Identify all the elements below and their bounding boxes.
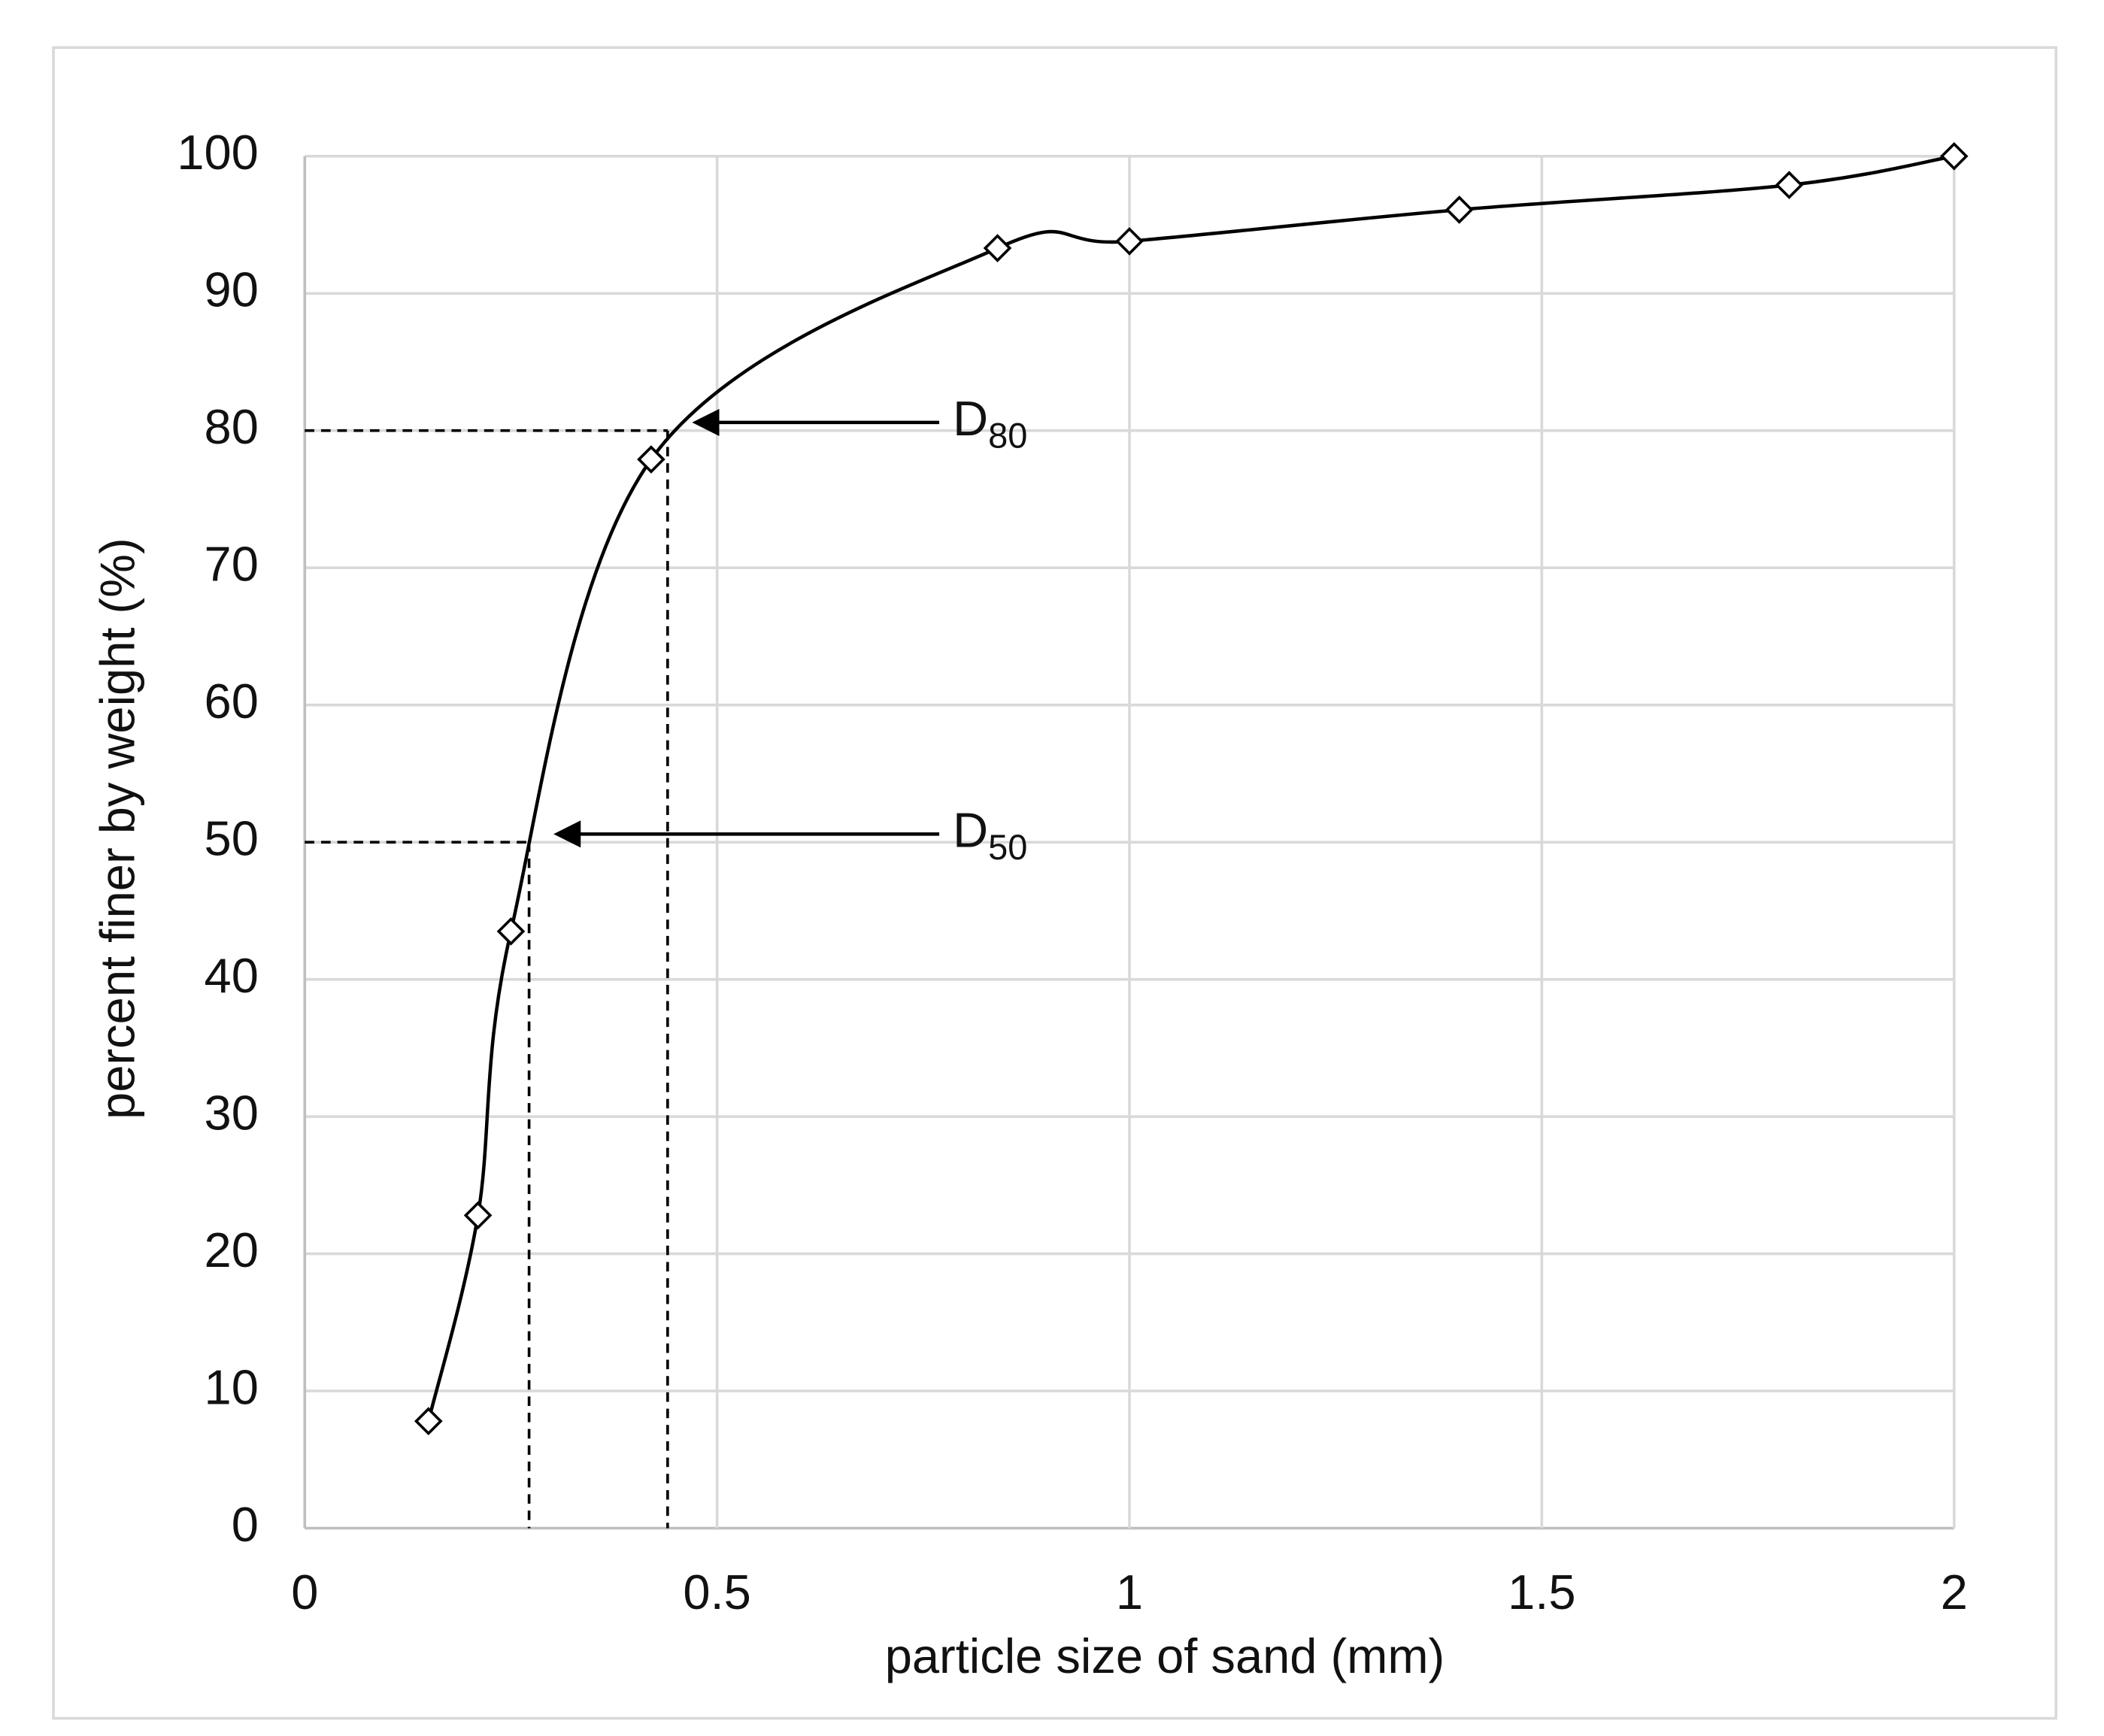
x-tick-label: 0 — [291, 1565, 318, 1619]
x-tick-label: 0.5 — [683, 1565, 750, 1619]
y-tick-label: 50 — [205, 810, 259, 865]
annotation-subscript: 50 — [988, 827, 1027, 867]
x-tick-label: 1.5 — [1508, 1565, 1575, 1619]
y-tick-label: 70 — [205, 536, 259, 591]
annotation-label: D50 — [953, 803, 1027, 868]
y-tick-label: 80 — [205, 399, 259, 454]
y-tick-label: 60 — [205, 674, 259, 729]
annotation-subscript: 80 — [988, 416, 1027, 456]
data-marker — [1939, 141, 1969, 171]
annotation-letter: D — [953, 803, 988, 858]
y-tick-label: 20 — [205, 1222, 259, 1277]
x-tick-label: 2 — [1941, 1565, 1968, 1619]
y-tick-label: 90 — [205, 262, 259, 317]
data-marker — [496, 916, 526, 946]
x-axis-title: particle size of sand (mm) — [885, 1628, 1445, 1683]
data-marker — [414, 1407, 443, 1436]
data-marker — [1775, 171, 1804, 199]
data-marker — [463, 1201, 493, 1230]
arrow-head — [553, 820, 581, 848]
y-tick-label: 10 — [205, 1359, 259, 1414]
data-marker — [1115, 227, 1144, 256]
y-axis-title: percent finer by weight (%) — [90, 538, 145, 1119]
x-tick-label: 1 — [1116, 1565, 1143, 1619]
data-marker — [983, 234, 1012, 262]
y-tick-label: 100 — [177, 125, 259, 180]
arrow-head — [692, 408, 720, 436]
chart-frame — [52, 46, 2057, 1720]
annotation-letter: D — [953, 391, 988, 446]
annotation-label: D80 — [953, 391, 1027, 456]
y-tick-label: 30 — [205, 1085, 259, 1140]
grid: 0 10 20 30 40 50 60 70 80 90 100 0 0.5 1 1.5 2 — [177, 125, 1967, 1619]
y-tick-label: 40 — [205, 948, 259, 1003]
data-line — [426, 154, 1955, 1422]
data-marker — [1445, 195, 1474, 224]
data-marker — [637, 445, 665, 474]
y-tick-label: 0 — [232, 1497, 259, 1552]
plot — [414, 141, 1969, 1436]
